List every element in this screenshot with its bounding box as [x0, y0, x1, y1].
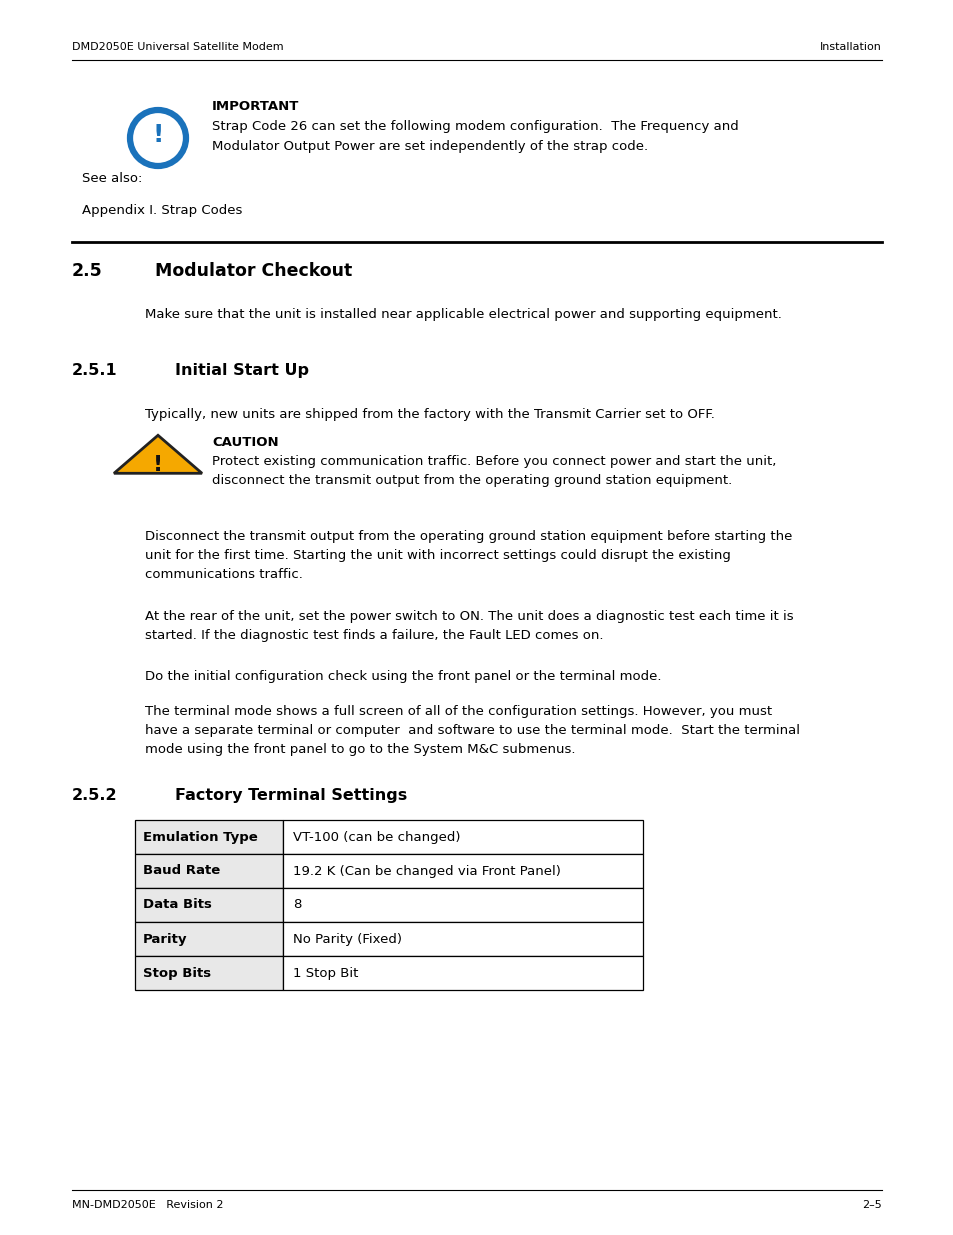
Text: Strap Code 26 can set the following modem configuration.  The Frequency and: Strap Code 26 can set the following mode…: [212, 120, 738, 133]
Text: VT-100 (can be changed): VT-100 (can be changed): [293, 830, 460, 844]
Text: Data Bits: Data Bits: [143, 899, 212, 911]
Text: !: !: [152, 454, 163, 475]
Text: Typically, new units are shipped from the factory with the Transmit Carrier set : Typically, new units are shipped from th…: [145, 408, 714, 421]
Text: CAUTION: CAUTION: [212, 436, 278, 450]
FancyBboxPatch shape: [135, 956, 283, 990]
FancyBboxPatch shape: [135, 888, 283, 923]
Polygon shape: [113, 435, 202, 473]
Text: Protect existing communication traffic. Before you connect power and start the u: Protect existing communication traffic. …: [212, 454, 776, 468]
FancyBboxPatch shape: [135, 923, 283, 956]
Text: Emulation Type: Emulation Type: [143, 830, 257, 844]
Text: Modulator Checkout: Modulator Checkout: [154, 262, 352, 280]
Text: IMPORTANT: IMPORTANT: [212, 100, 299, 112]
Text: DMD2050E Universal Satellite Modem: DMD2050E Universal Satellite Modem: [71, 42, 283, 52]
Text: 2.5.2: 2.5.2: [71, 788, 117, 803]
Text: 8: 8: [293, 899, 301, 911]
Text: Baud Rate: Baud Rate: [143, 864, 220, 878]
Text: Make sure that the unit is installed near applicable electrical power and suppor: Make sure that the unit is installed nea…: [145, 308, 781, 321]
FancyBboxPatch shape: [135, 853, 283, 888]
Text: At the rear of the unit, set the power switch to ON. The unit does a diagnostic : At the rear of the unit, set the power s…: [145, 610, 793, 622]
Text: Stop Bits: Stop Bits: [143, 967, 211, 979]
Text: Appendix I. Strap Codes: Appendix I. Strap Codes: [82, 204, 242, 217]
Text: Modulator Output Power are set independently of the strap code.: Modulator Output Power are set independe…: [212, 140, 647, 153]
Text: 2–5: 2–5: [862, 1200, 882, 1210]
Text: 19.2 K (Can be changed via Front Panel): 19.2 K (Can be changed via Front Panel): [293, 864, 560, 878]
FancyBboxPatch shape: [283, 923, 642, 956]
Text: disconnect the transmit output from the operating ground station equipment.: disconnect the transmit output from the …: [212, 474, 732, 487]
FancyBboxPatch shape: [135, 820, 283, 853]
FancyBboxPatch shape: [283, 820, 642, 853]
Text: Factory Terminal Settings: Factory Terminal Settings: [174, 788, 407, 803]
Text: communications traffic.: communications traffic.: [145, 568, 302, 580]
Text: The terminal mode shows a full screen of all of the configuration settings. Howe: The terminal mode shows a full screen of…: [145, 705, 771, 718]
Text: Parity: Parity: [143, 932, 188, 946]
Text: Disconnect the transmit output from the operating ground station equipment befor: Disconnect the transmit output from the …: [145, 530, 792, 543]
Text: Initial Start Up: Initial Start Up: [174, 363, 309, 378]
Text: have a separate terminal or computer  and software to use the terminal mode.  St: have a separate terminal or computer and…: [145, 724, 800, 737]
Text: 1 Stop Bit: 1 Stop Bit: [293, 967, 358, 979]
Text: See also:: See also:: [82, 172, 142, 185]
FancyBboxPatch shape: [283, 853, 642, 888]
Text: 2.5.1: 2.5.1: [71, 363, 117, 378]
FancyBboxPatch shape: [283, 888, 642, 923]
Text: mode using the front panel to go to the System M&C submenus.: mode using the front panel to go to the …: [145, 743, 575, 756]
Text: started. If the diagnostic test finds a failure, the Fault LED comes on.: started. If the diagnostic test finds a …: [145, 629, 603, 642]
Text: No Parity (Fixed): No Parity (Fixed): [293, 932, 401, 946]
Text: Do the initial configuration check using the front panel or the terminal mode.: Do the initial configuration check using…: [145, 671, 660, 683]
Text: unit for the first time. Starting the unit with incorrect settings could disrupt: unit for the first time. Starting the un…: [145, 550, 730, 562]
FancyBboxPatch shape: [283, 956, 642, 990]
Text: !: !: [152, 124, 164, 147]
Text: Installation: Installation: [820, 42, 882, 52]
Text: MN-DMD2050E   Revision 2: MN-DMD2050E Revision 2: [71, 1200, 223, 1210]
Text: 2.5: 2.5: [71, 262, 103, 280]
